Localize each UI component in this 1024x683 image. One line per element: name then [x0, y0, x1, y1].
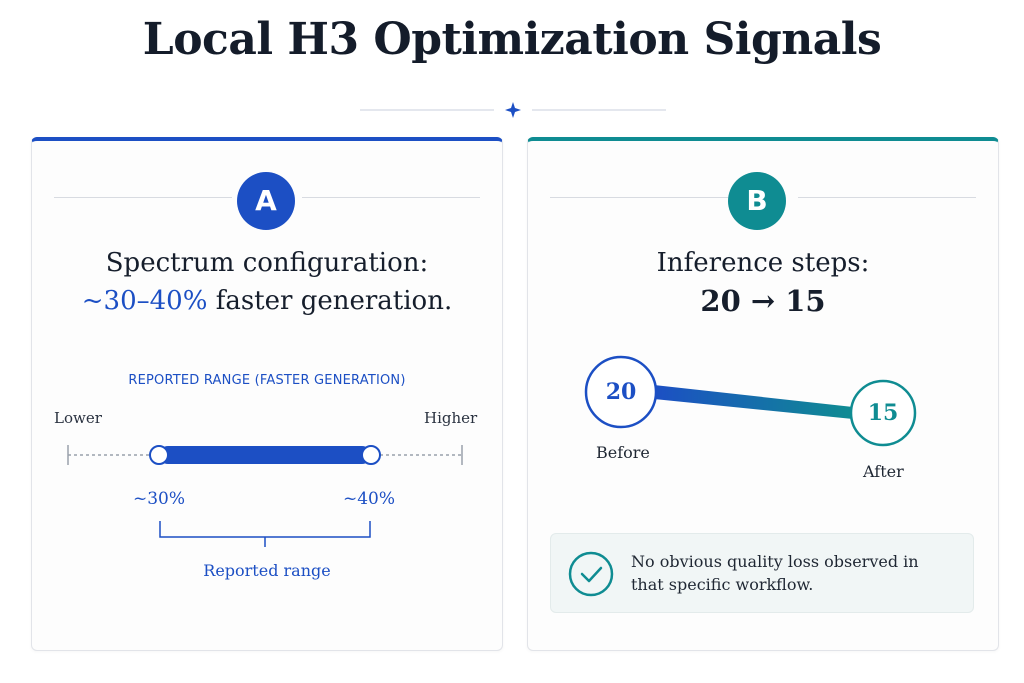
range-bar — [159, 446, 371, 464]
before-value: 20 — [605, 379, 637, 405]
sparkle-icon — [505, 102, 521, 118]
after-value: 15 — [867, 400, 899, 426]
before-label: Before — [596, 443, 650, 462]
panel-spectrum-configuration: A Spectrum configuration: ~30–40% faster… — [31, 137, 503, 651]
range-handle-high — [361, 445, 381, 465]
badge-a: A — [237, 172, 295, 230]
check-circle-icon — [568, 551, 614, 597]
range-high-label: ~40% — [343, 489, 396, 509]
lower-label: Lower — [54, 409, 102, 427]
range-bar-graphic — [67, 445, 463, 547]
panel-inference-steps: B Inference steps: 20 → 15 20 15 Before … — [527, 137, 999, 651]
speedup-range: ~30–40% — [81, 286, 208, 316]
quality-note: No obvious quality loss observed in that… — [550, 533, 974, 613]
range-handle-low — [149, 445, 169, 465]
panel-b-heading-line2: 20 → 15 — [700, 284, 826, 318]
higher-label: Higher — [424, 409, 478, 427]
steps-connector — [654, 385, 853, 419]
range-caption: REPORTED RANGE (FASTER GENERATION) — [128, 373, 406, 388]
after-circle — [849, 379, 917, 447]
range-low-label: ~30% — [133, 489, 186, 509]
divider-left — [550, 197, 728, 198]
panel-a-heading-line2: ~30–40% faster generation. — [32, 283, 502, 319]
divider-right — [798, 197, 976, 198]
title-ornament — [360, 102, 666, 118]
quality-note-text: No obvious quality loss observed in that… — [631, 552, 919, 594]
steps-graphic — [584, 355, 917, 447]
panel-b-heading-line1: Inference steps: — [656, 248, 870, 278]
divider-left — [54, 197, 232, 198]
speedup-text: faster generation. — [207, 286, 453, 316]
badge-b: B — [728, 172, 786, 230]
panel-a-heading-line1: Spectrum configuration: — [105, 248, 429, 278]
after-label: After — [863, 462, 904, 481]
divider-right — [302, 197, 480, 198]
range-note: Reported range — [203, 561, 331, 580]
range-bracket — [159, 521, 371, 547]
before-circle — [584, 355, 658, 429]
page-title: Local H3 Optimization Signals — [142, 14, 882, 65]
